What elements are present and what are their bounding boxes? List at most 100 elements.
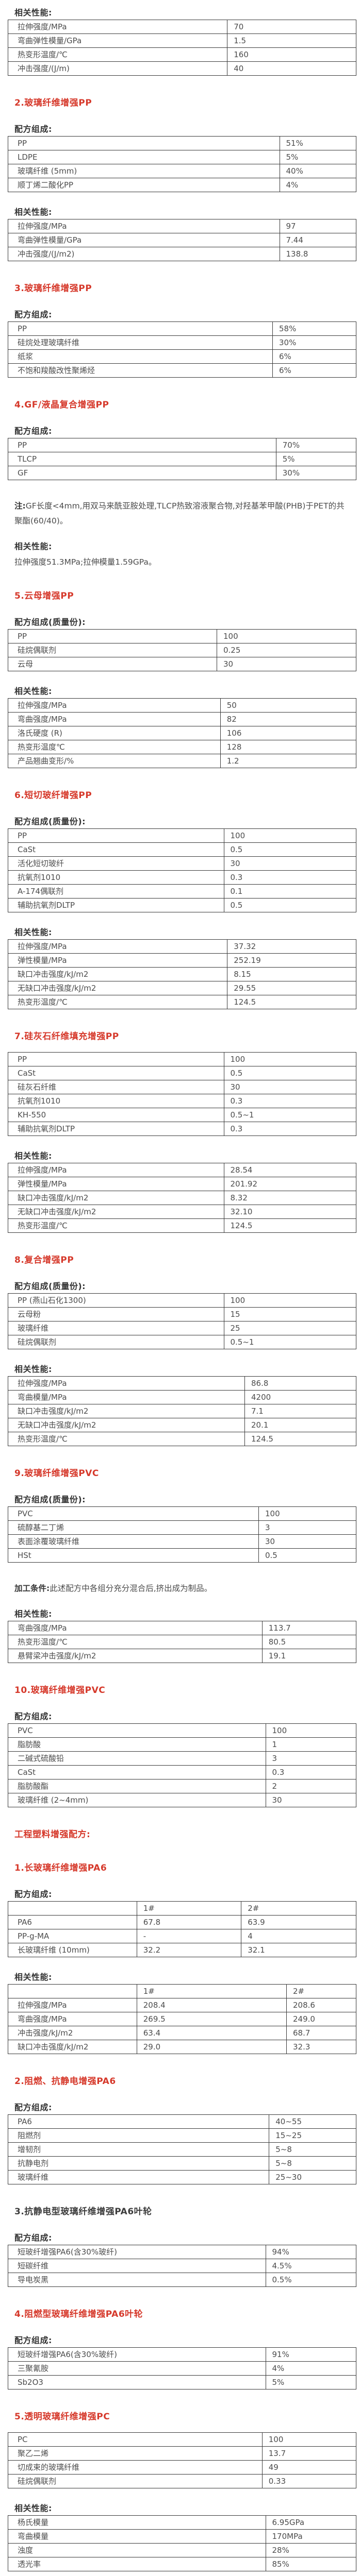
table-label-cell: 云母 bbox=[8, 657, 217, 671]
table-row: 拉伸强度/MPa 28.54 bbox=[8, 1163, 356, 1177]
section-subhead: 配方组成(质量份): bbox=[14, 817, 86, 826]
table-value-cell: 94% bbox=[265, 2245, 356, 2259]
table-label-cell: PP bbox=[8, 438, 276, 452]
data-table: PP 100 硅烷偶联剂 0.25 云母 30 bbox=[8, 629, 356, 671]
table-row: 热变形温度/℃ 80.5 bbox=[8, 1635, 357, 1649]
table-value-cell: 138.8 bbox=[279, 247, 356, 261]
table-label-cell: 热变形温度/℃ bbox=[8, 1432, 245, 1446]
table-value-cell: 100 bbox=[223, 828, 356, 843]
table-row: PP-g-MA -4 bbox=[8, 1929, 356, 1943]
table-value-cell: - bbox=[136, 1929, 242, 1943]
table-value-cell: 30% bbox=[272, 335, 356, 350]
table-row: PP 51% bbox=[8, 136, 356, 150]
table-value-cell: 7.44 bbox=[279, 233, 356, 247]
data-table: PP 100 CaSt 0.5 硅灰石纤维 30 抗氧剂1010 0.3 KH-550 0.5~1… bbox=[8, 1052, 356, 1136]
note-paragraph: 注:GF长度<4mm,用双马来酰亚胺处理,TLCP热致溶液聚合物,对羟基苯甲酸(… bbox=[14, 499, 350, 529]
data-table: 短玻纤增强PA6(含30%玻纤) 94% 短碳纤维 4.5% 导电炭黑 0.5% bbox=[8, 2245, 356, 2287]
table-value-cell: 25~30 bbox=[269, 2170, 356, 2184]
table-label-cell: PP bbox=[8, 1052, 224, 1066]
table-label-cell: 短玻纤增强PA6(含30%玻纤) bbox=[8, 2347, 266, 2362]
table-row: 抗静电剂 5~8 bbox=[7, 2156, 356, 2171]
table-row: A-174偶联剂 0.1 bbox=[8, 884, 356, 899]
table-value-cell: 30% bbox=[275, 466, 357, 480]
table-label-cell: 表面涂覆玻璃纤维 bbox=[8, 1534, 259, 1549]
table-label-cell: 热变形温度℃ bbox=[8, 740, 221, 754]
table-label-cell: 二碱式硫酸铅 bbox=[8, 1751, 266, 1766]
table-value-cell: 20.1 bbox=[244, 1418, 356, 1432]
table-label-cell: 弯曲弹性模量/GPa bbox=[8, 233, 280, 247]
table-value-cell: 50 bbox=[220, 698, 357, 713]
table-row: 玻璃纤维 (5mm) 40% bbox=[8, 164, 356, 178]
table-row: 热变形温度/℃ 124.5 bbox=[8, 1218, 356, 1233]
table-row: 热变形温度/℃ 124.5 bbox=[8, 1432, 356, 1446]
table-label-cell: 脂肪酸酯 bbox=[8, 1779, 266, 1793]
table-value-cell: 70% bbox=[275, 438, 357, 452]
table-label-cell: GF bbox=[8, 466, 276, 480]
table-row: 无缺口冲击强度/kJ/m2 32.10 bbox=[8, 1205, 356, 1219]
table-row: PVC 100 bbox=[8, 1723, 356, 1738]
data-table: 1# 2# 拉伸强度/MPa 208.4 208.6 弯曲强度/MPa 269.5 249.0… bbox=[8, 1984, 356, 2054]
table-row: 弯曲强度/MPa 113.7 bbox=[8, 1621, 357, 1635]
group-title: 工程塑料增强配方: bbox=[14, 1829, 91, 1840]
table-label-cell: 洛氏硬度 (R) bbox=[8, 726, 221, 740]
table-label-cell: 缺口冲击强度/kJ/m2 bbox=[7, 967, 228, 981]
table-row: 冲击强度/(J/m) 40 bbox=[7, 61, 356, 76]
table-row: CaSt 0.3 bbox=[8, 1765, 356, 1780]
table-row: 透光率 85% bbox=[8, 2557, 356, 2571]
table-value-cell: 100 bbox=[261, 2432, 357, 2447]
table-header-cell bbox=[8, 1901, 137, 1916]
table-value-cell: 4200 bbox=[244, 1390, 356, 1404]
section-subhead: 相关性能: bbox=[14, 207, 52, 217]
table-row: 硫醇基二丁烯 3 bbox=[8, 1520, 356, 1535]
section-title: 5.透明玻璃纤维增强PC bbox=[14, 2412, 110, 2422]
table-label-cell: 缺口冲击强度/kJ/m2 bbox=[8, 1404, 245, 1418]
table-label-cell: 拉伸强度/MPa bbox=[7, 939, 228, 954]
table-value-cell: 201.92 bbox=[223, 1177, 356, 1191]
table-row: 热变形温度℃ 128 bbox=[8, 740, 357, 754]
section-subhead: 相关性能: bbox=[14, 686, 52, 696]
data-table: PA6 40~55 阻燃剂 15~25 增韧剂 5~8 抗静电剂 5~8 玻璃纤维 25~30 bbox=[7, 2114, 356, 2184]
table-label-cell: 弹性模量/MPa bbox=[8, 1177, 224, 1191]
table-value-cell: 5~8 bbox=[269, 2156, 356, 2171]
table-label-cell: 弯曲强度/MPa bbox=[8, 2012, 137, 2026]
table-value-cell: 4.5% bbox=[265, 2259, 356, 2273]
table-label-cell: 热变形温度/℃ bbox=[7, 995, 228, 1009]
section-subhead: 相关性能: bbox=[14, 1364, 52, 1374]
section-title: 1.长玻璃纤维增强PA6 bbox=[14, 1863, 107, 1873]
table-row: 弹性模量/MPa 201.92 bbox=[8, 1177, 356, 1191]
table-label-cell: 浊度 bbox=[8, 2543, 266, 2557]
table-label-cell: 三聚氰胺 bbox=[8, 2361, 266, 2376]
table-label-cell: 无缺口冲击强度/kJ/m2 bbox=[8, 1205, 224, 1219]
table-value-cell: 124.5 bbox=[244, 1432, 356, 1446]
table-value-cell: 67.8 bbox=[136, 1915, 242, 1929]
table-value-cell: 68.7 bbox=[286, 2026, 356, 2040]
table-value-cell: 0.5~1 bbox=[223, 1108, 356, 1122]
table-label-cell: 热变形温度/℃ bbox=[8, 1635, 263, 1649]
table-row: 硅烷偶联剂 0.5~1 bbox=[8, 1335, 356, 1349]
table-row: 硅烷处理玻璃纤维 30% bbox=[8, 335, 356, 350]
table-row: PP 58% bbox=[8, 321, 356, 336]
table-value-cell: 30 bbox=[258, 1534, 356, 1549]
data-table: 拉伸强度/MPa 50 弯曲强度/MPa 82 洛氏硬度 (R) 106 热变形温度℃ 128… bbox=[8, 698, 357, 768]
table-label-cell: PA6 bbox=[8, 1915, 137, 1929]
table-row: 无缺口冲击强度/kJ/m2 20.1 bbox=[8, 1418, 356, 1432]
table-header-cell bbox=[8, 1984, 137, 1998]
table-row: 悬臂梁冲击强度/kJ/m2 19.1 bbox=[8, 1649, 357, 1663]
table-row: 二碱式硫酸铅 3 bbox=[8, 1751, 356, 1766]
table-value-cell: 208.4 bbox=[136, 1998, 287, 2012]
table-label-cell: 拉伸强度/MPa bbox=[8, 1163, 224, 1177]
table-label-cell: Sb2O3 bbox=[8, 2375, 266, 2389]
table-value-cell: 30 bbox=[217, 657, 356, 671]
table-row: 硅烷偶联剂 0.33 bbox=[8, 2474, 357, 2488]
table-header-cell: 2# bbox=[286, 1984, 356, 1998]
table-value-cell: 58% bbox=[272, 321, 356, 336]
section-subhead: 配方组成(质量份): bbox=[14, 1495, 86, 1504]
note-text: 此述配方中各组分充分混合后,挤出成为制品。 bbox=[50, 1584, 212, 1593]
table-value-cell: 32.10 bbox=[223, 1205, 356, 1219]
table-row: 缺口冲击强度/kJ/m2 29.0 32.3 bbox=[8, 2040, 356, 2054]
table-label-cell: 短玻纤增强PA6(含30%玻纤) bbox=[8, 2245, 266, 2259]
table-row: 长玻璃纤维 (10mm) 32.2 32.1 bbox=[8, 1943, 356, 1957]
table-label-cell: PP bbox=[8, 321, 273, 336]
table-label-cell: PP bbox=[8, 828, 224, 843]
table-label-cell: 悬臂梁冲击强度/kJ/m2 bbox=[8, 1649, 263, 1663]
